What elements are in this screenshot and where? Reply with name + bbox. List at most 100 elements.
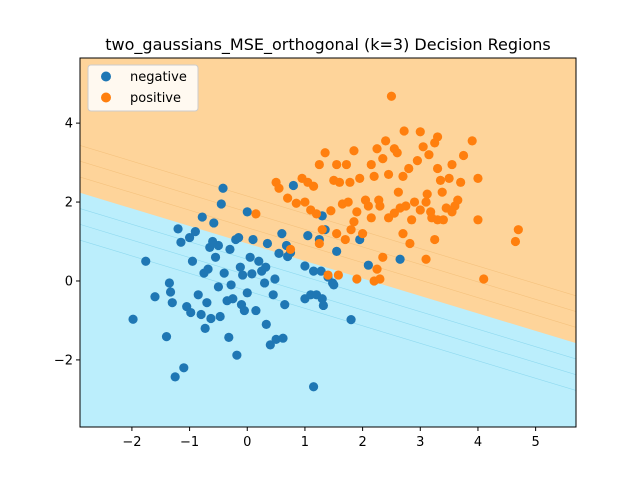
x-tick-label: 1 [301, 435, 309, 450]
point-negative [251, 305, 261, 316]
point-positive [369, 171, 379, 181]
point-positive [453, 195, 463, 205]
point-negative [193, 290, 203, 300]
point-positive [349, 217, 359, 227]
contour-line-positive [80, 145, 576, 297]
point-negative [235, 262, 245, 272]
contour-line-positive [80, 160, 576, 312]
point-positive [386, 91, 397, 101]
point-negative [395, 254, 405, 264]
point-positive [311, 209, 322, 219]
legend-marker-negative [101, 71, 111, 82]
point-negative [179, 363, 189, 373]
contour-line-negative [80, 208, 576, 360]
point-negative [254, 256, 264, 266]
x-tick-label: 4 [474, 435, 482, 450]
point-negative [170, 372, 180, 382]
point-negative [210, 252, 221, 262]
point-negative [268, 290, 278, 300]
point-negative [278, 333, 288, 343]
point-positive [399, 126, 409, 136]
point-positive [430, 234, 440, 245]
point-positive [435, 175, 446, 185]
x-axis: −2 −1 0 1 2 3 4 5 [122, 427, 540, 450]
point-negative [346, 315, 356, 325]
point-positive [393, 187, 403, 197]
point-negative [165, 287, 176, 297]
point-positive [345, 177, 355, 187]
legend: negative positive [87, 64, 199, 112]
point-negative [203, 264, 213, 274]
point-positive [341, 159, 352, 170]
point-negative [224, 332, 234, 343]
point-negative [274, 248, 284, 258]
point-positive [251, 209, 261, 219]
point-positive [323, 270, 333, 280]
point-positive [458, 150, 469, 161]
point-negative [218, 183, 228, 193]
point-positive [372, 264, 382, 274]
point-positive [372, 144, 382, 154]
legend-label-negative: negative [130, 70, 187, 85]
plot-frame [79, 57, 577, 428]
point-negative [303, 230, 313, 241]
point-positive [308, 181, 319, 191]
point-negative [288, 180, 298, 191]
point-negative [206, 313, 216, 324]
point-positive [274, 183, 284, 193]
point-positive [409, 197, 420, 207]
legend-label-positive: positive [130, 91, 181, 106]
point-positive [421, 197, 431, 207]
y-tick-label: 4 [65, 117, 73, 132]
contour-line-negative [80, 224, 576, 375]
point-negative [316, 266, 326, 276]
point-negative [261, 319, 271, 329]
point-positive [326, 206, 336, 216]
point-negative [196, 309, 206, 320]
point-negative [363, 260, 373, 270]
point-positive [358, 229, 368, 239]
point-positive [398, 171, 408, 181]
point-negative [141, 256, 151, 266]
point-positive [378, 252, 388, 262]
point-positive [467, 136, 477, 146]
point-positive [375, 201, 385, 211]
point-positive [340, 234, 350, 245]
point-positive [415, 205, 425, 215]
point-positive [352, 207, 362, 217]
point-positive [510, 236, 521, 247]
data-points [128, 91, 523, 392]
point-negative [238, 270, 248, 280]
point-positive [422, 189, 432, 199]
point-positive [432, 132, 443, 142]
point-negative [213, 282, 224, 292]
x-tick-label: −2 [122, 435, 141, 450]
point-positive [314, 159, 324, 170]
point-positive [479, 274, 489, 284]
point-negative [173, 224, 183, 234]
point-positive [291, 198, 301, 208]
point-negative [261, 262, 271, 272]
point-positive [363, 201, 373, 211]
point-positive [415, 127, 425, 137]
point-positive [314, 238, 324, 249]
point-negative [216, 199, 226, 209]
point-positive [432, 163, 443, 174]
point-positive [352, 274, 362, 284]
point-positive [401, 201, 411, 211]
point-negative [202, 298, 212, 308]
point-positive [473, 215, 483, 225]
point-negative [190, 227, 200, 237]
point-positive [285, 244, 296, 255]
contour-line-negative [80, 239, 576, 391]
point-positive [398, 229, 408, 239]
point-positive [456, 177, 466, 187]
point-negative [247, 269, 257, 279]
y-tick-label: 2 [65, 196, 73, 211]
point-negative [308, 382, 319, 392]
point-negative [228, 294, 238, 304]
point-negative [242, 288, 252, 298]
point-positive [343, 197, 353, 207]
point-negative [329, 280, 339, 290]
